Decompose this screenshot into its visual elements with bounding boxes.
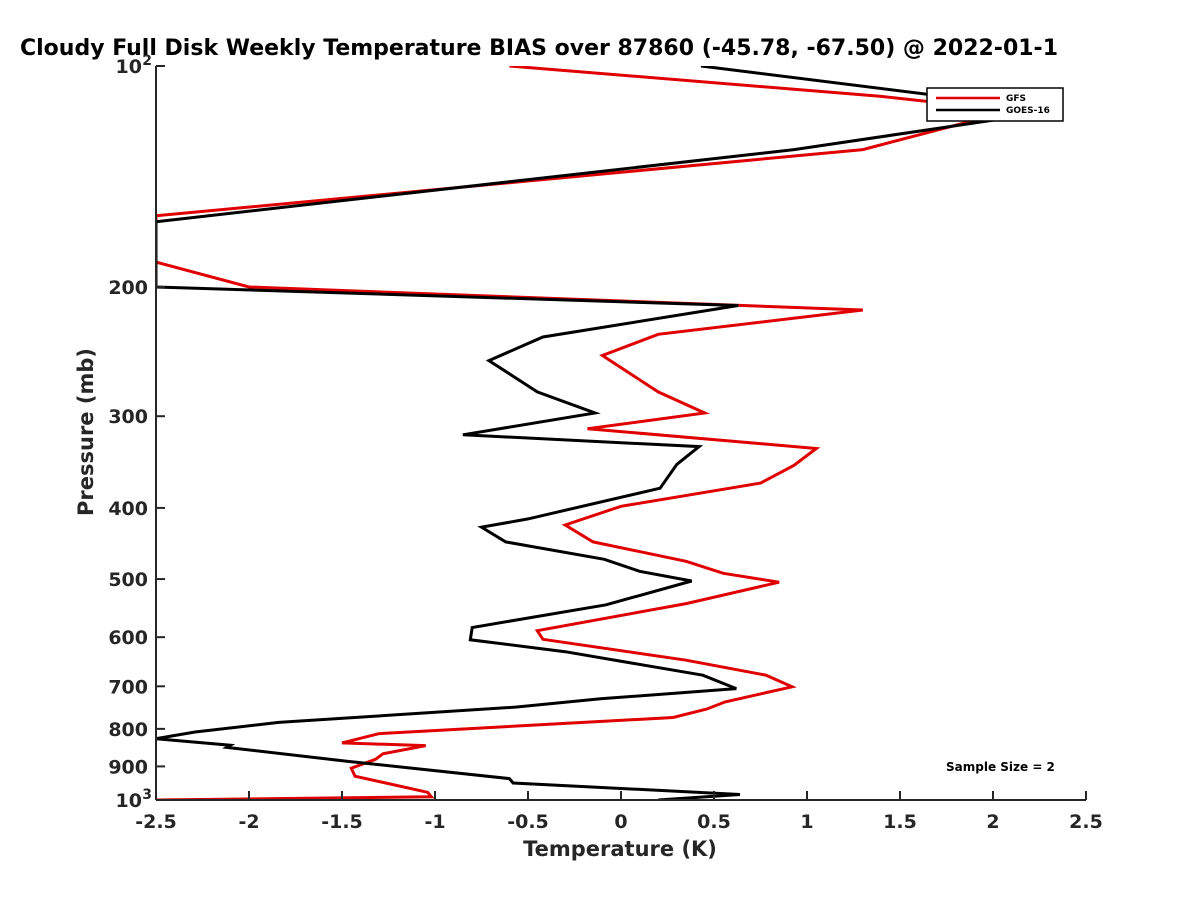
- y-tick-label: 400: [108, 498, 148, 520]
- series-line-gfs: [156, 66, 1012, 800]
- chart-title: Cloudy Full Disk Weekly Temperature BIAS…: [20, 36, 1058, 61]
- y-tick-label: 700: [108, 676, 148, 698]
- x-axis-label: Temperature (K): [523, 837, 717, 861]
- y-tick-label: 200: [108, 277, 148, 299]
- x-tick-label: -2.5: [135, 811, 177, 833]
- x-tick-label: 0.5: [697, 811, 731, 833]
- y-tick-label: 600: [108, 627, 148, 649]
- x-tick-label: -2: [238, 811, 259, 833]
- x-tick-label: -0.5: [507, 811, 549, 833]
- x-tick-label: -1: [424, 811, 445, 833]
- legend-label-goes-16: GOES-16: [1006, 106, 1050, 116]
- x-tick-label: -1.5: [321, 811, 363, 833]
- y-tick-exponent: 2: [142, 53, 152, 69]
- y-tick-label: 900: [108, 756, 148, 778]
- x-tick-label: 2: [986, 811, 999, 833]
- y-tick-label: 10: [116, 56, 142, 78]
- y-axis-label: Pressure (mb): [74, 348, 98, 516]
- y-tick-exponent: 3: [142, 787, 152, 803]
- y-tick-label: 500: [108, 569, 148, 591]
- y-tick-label: 800: [108, 719, 148, 741]
- legend-label-gfs: GFS: [1006, 94, 1026, 104]
- legend-box: [926, 87, 1064, 122]
- y-tick-label: 10: [116, 790, 142, 812]
- series-line-goes-16: [156, 66, 1059, 800]
- x-tick-label: 1: [800, 811, 813, 833]
- legend: GFS GOES-16: [926, 87, 1064, 122]
- x-tick-label: 0: [614, 811, 627, 833]
- x-axis-ticks: -2.5 -2 -1.5 -1 -0.5 0 0.5 1 1.5 2 2.5: [135, 791, 1103, 833]
- x-tick-label: 1.5: [883, 811, 917, 833]
- series-layer: [156, 66, 1059, 800]
- y-tick-label: 300: [108, 406, 148, 428]
- sample-size-annotation: Sample Size = 2: [946, 760, 1055, 774]
- x-tick-label: 2.5: [1069, 811, 1103, 833]
